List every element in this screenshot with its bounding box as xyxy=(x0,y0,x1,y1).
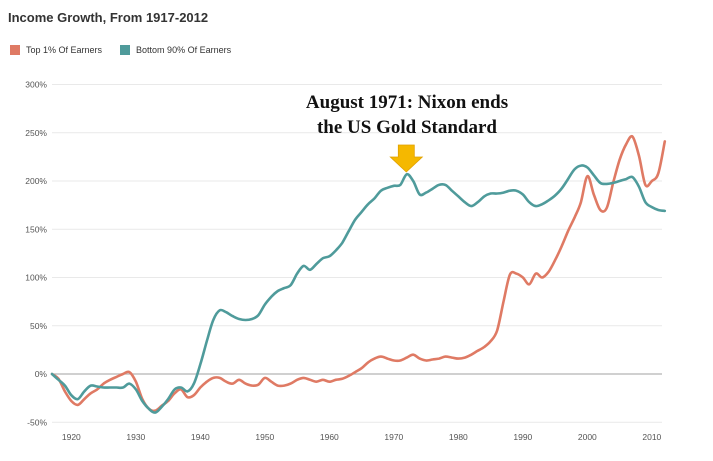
line-chart: -50% 0% 50% 100% 150% 200% 250% 300% 1920 1930 194… xyxy=(0,0,713,461)
x-tick-label: 1960 xyxy=(320,432,339,442)
y-tick-label: 50% xyxy=(30,321,47,331)
y-tick-label: 250% xyxy=(25,128,47,138)
y-tick-label: 150% xyxy=(25,224,47,234)
x-tick-label: 1970 xyxy=(384,432,403,442)
y-tick-label: 0% xyxy=(35,369,48,379)
y-tick-label: 300% xyxy=(25,80,47,90)
gold-standard-annotation: August 1971: Nixon ends the US Gold Stan… xyxy=(266,90,548,140)
x-tick-label: 1990 xyxy=(513,432,532,442)
y-tick-label: 200% xyxy=(25,176,47,186)
x-tick-label: 1940 xyxy=(191,432,210,442)
x-tick-label: 1930 xyxy=(126,432,145,442)
annotation-line-1: August 1971: Nixon ends xyxy=(266,90,548,115)
y-tick-label: -50% xyxy=(27,417,47,427)
x-tick-label: 1980 xyxy=(449,432,468,442)
series-line-bottom90 xyxy=(52,165,665,412)
y-tick-label: 100% xyxy=(25,273,47,283)
annotation-arrow xyxy=(390,145,422,172)
x-tick-label: 1920 xyxy=(62,432,81,442)
x-tick-label: 2000 xyxy=(578,432,597,442)
x-tick-label: 1950 xyxy=(255,432,274,442)
annotation-line-2: the US Gold Standard xyxy=(266,115,548,140)
series-line-top1 xyxy=(52,136,665,411)
x-tick-label: 2010 xyxy=(642,432,661,442)
